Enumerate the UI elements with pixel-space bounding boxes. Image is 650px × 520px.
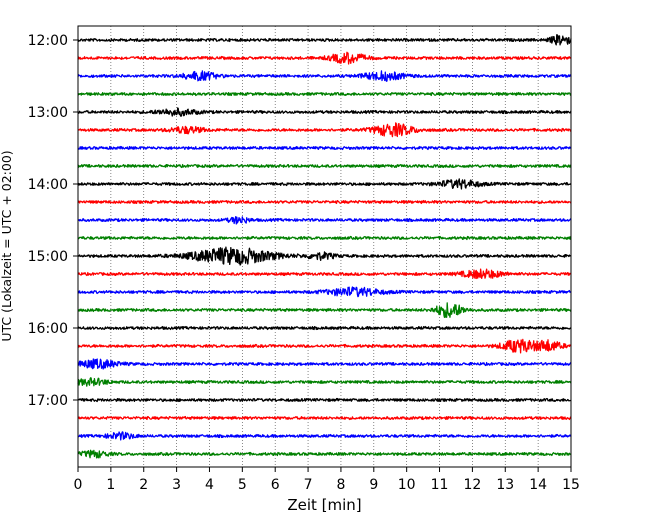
plot-frame [77, 25, 572, 468]
y-tick-label: 17:00 [28, 393, 68, 409]
y-axis-label: UTC (Lokalzeit = UTC + 02:00) [0, 150, 14, 341]
x-tick-label: 6 [271, 477, 280, 493]
trace-line [77, 235, 572, 241]
trace-line [77, 431, 572, 441]
x-axis-label: Zeit [min] [287, 496, 361, 514]
trace-line [77, 178, 572, 190]
x-tick-label: 13 [496, 477, 514, 493]
x-tick-label: 4 [205, 477, 214, 493]
trace-line [77, 199, 572, 205]
trace-line [77, 449, 572, 459]
trace-line [77, 358, 572, 370]
x-tick-label: 10 [398, 477, 416, 493]
trace-line [77, 397, 572, 403]
x-tick-label: 5 [238, 477, 247, 493]
trace-line [77, 325, 572, 331]
x-tick-label: 0 [74, 477, 83, 493]
y-tick-label: 13:00 [28, 105, 68, 121]
y-tick-label: 16:00 [28, 321, 68, 337]
trace-line [77, 145, 572, 151]
y-tick-label: 14:00 [28, 177, 68, 193]
x-tick-label: 3 [172, 477, 181, 493]
trace-line [77, 338, 572, 354]
trace-line [77, 91, 572, 97]
trace-line [77, 302, 572, 319]
trace-line [77, 122, 572, 138]
x-tick-label: 1 [106, 477, 115, 493]
x-tick-label: 15 [562, 477, 580, 493]
x-tick-label: 7 [304, 477, 313, 493]
trace-line [77, 34, 572, 46]
traces-layer [77, 34, 572, 459]
trace-line [77, 286, 572, 298]
x-tick-label: 12 [463, 477, 481, 493]
x-tick-label: 8 [336, 477, 345, 493]
trace-line [77, 246, 572, 266]
trace-line [77, 107, 572, 117]
x-axis-ticks: 0 1 2 3 4 5 6 7 8 9 10 11 12 13 14 15 [74, 467, 580, 493]
x-tick-label: 14 [529, 477, 547, 493]
trace-line [77, 216, 572, 225]
trace-line [77, 51, 572, 65]
trace-line [77, 163, 572, 169]
x-tick-label: 9 [369, 477, 378, 493]
y-axis-ticks: 12:00 13:00 14:00 15:00 16:00 17:00 [28, 33, 78, 409]
trace-line [77, 268, 572, 280]
x-tick-label: 11 [431, 477, 449, 493]
trace-line [77, 415, 572, 421]
trace-line [77, 377, 572, 387]
y-tick-label: 15:00 [28, 249, 68, 265]
x-tick-label: 2 [139, 477, 148, 493]
trace-line [77, 70, 572, 82]
y-tick-label: 12:00 [28, 33, 68, 49]
